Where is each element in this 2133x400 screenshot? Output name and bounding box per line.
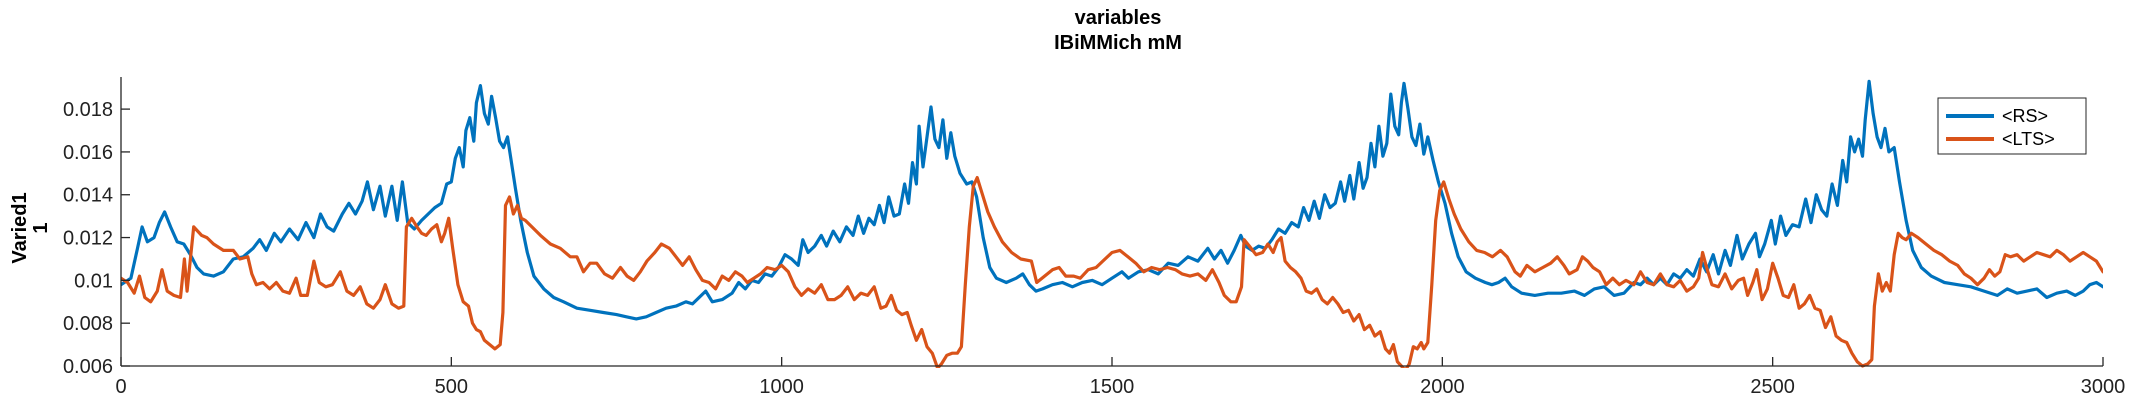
x-tick-label: 2000 bbox=[1420, 376, 1465, 398]
legend-label-lts: <LTS> bbox=[2002, 129, 2055, 149]
y-tick-label: 0.01 bbox=[74, 270, 113, 292]
y-axis-label-line-2: 1 bbox=[30, 222, 52, 233]
x-tick-label: 1000 bbox=[759, 376, 804, 398]
x-tick-label: 3000 bbox=[2081, 376, 2126, 398]
legend: <RS> <LTS> bbox=[1937, 97, 2087, 155]
y-tick-label: 0.014 bbox=[63, 185, 113, 207]
series-line-1 bbox=[121, 176, 2103, 368]
plot-area bbox=[121, 79, 2103, 368]
legend-box bbox=[1937, 97, 2087, 155]
x-tick-label: 500 bbox=[435, 376, 468, 398]
y-tick-label: 0.008 bbox=[63, 313, 113, 335]
y-tick-label: 0.006 bbox=[63, 356, 113, 378]
x-tick-label: 1500 bbox=[1090, 376, 1135, 398]
y-tick-label: 0.018 bbox=[63, 99, 113, 121]
y-tick-label: 0.012 bbox=[63, 228, 113, 250]
y-axis-label-line-1: Varied1 bbox=[9, 192, 31, 263]
x-tick-label: 0 bbox=[115, 376, 126, 398]
legend-label-rs: <RS> bbox=[2002, 106, 2048, 126]
y-tick-label: 0.016 bbox=[63, 142, 113, 164]
x-tick-label: 2500 bbox=[1750, 376, 1795, 398]
chart-subtitle: IBiMMich mM bbox=[1054, 32, 1182, 54]
axes: 0 500 1000 1500 2000 2500 3000 0.006 0.008 0.01 0.… bbox=[63, 77, 2125, 398]
chart-title: variables bbox=[1075, 7, 1162, 29]
series-line-0 bbox=[121, 79, 2103, 321]
